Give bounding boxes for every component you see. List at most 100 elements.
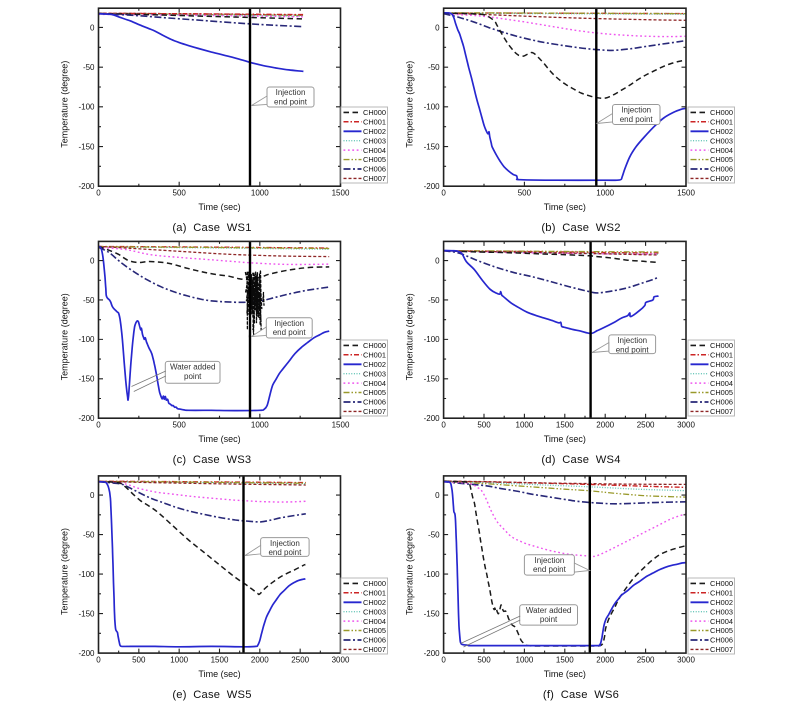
- svg-text:-150: -150: [78, 142, 95, 151]
- svg-text:CH002: CH002: [363, 360, 386, 369]
- svg-text:-50: -50: [83, 296, 95, 305]
- svg-text:0: 0: [441, 656, 446, 665]
- svg-text:-100: -100: [424, 103, 441, 112]
- svg-text:0: 0: [435, 256, 440, 265]
- svg-text:-100: -100: [424, 335, 441, 344]
- svg-text:CH005: CH005: [363, 155, 386, 164]
- svg-text:CH004: CH004: [710, 617, 733, 626]
- svg-text:(b) Case WS2: (b) Case WS2: [541, 222, 620, 234]
- svg-text:end point: end point: [274, 97, 308, 106]
- svg-text:CH001: CH001: [363, 351, 386, 360]
- svg-text:-50: -50: [428, 530, 440, 539]
- svg-text:2500: 2500: [637, 421, 655, 430]
- svg-text:1500: 1500: [677, 189, 695, 198]
- svg-text:-150: -150: [424, 375, 441, 384]
- svg-text:Injection: Injection: [274, 319, 304, 328]
- svg-text:-50: -50: [428, 63, 440, 72]
- svg-text:end point: end point: [620, 115, 654, 124]
- svg-text:CH003: CH003: [710, 607, 733, 616]
- svg-text:0: 0: [90, 256, 95, 265]
- svg-text:-100: -100: [78, 335, 95, 344]
- svg-text:500: 500: [173, 421, 187, 430]
- svg-text:Time (sec): Time (sec): [198, 669, 240, 679]
- svg-text:0: 0: [435, 23, 440, 32]
- svg-text:-200: -200: [424, 182, 441, 191]
- svg-text:CH002: CH002: [363, 598, 386, 607]
- svg-text:CH005: CH005: [710, 626, 733, 635]
- svg-text:CH002: CH002: [710, 127, 733, 136]
- svg-text:end point: end point: [533, 565, 567, 574]
- svg-text:(c) Case WS3: (c) Case WS3: [173, 454, 252, 466]
- svg-text:-200: -200: [424, 649, 441, 658]
- svg-text:500: 500: [518, 189, 532, 198]
- svg-text:CH006: CH006: [363, 636, 386, 645]
- svg-text:point: point: [540, 615, 558, 624]
- svg-text:-200: -200: [78, 649, 95, 658]
- svg-text:500: 500: [132, 656, 146, 665]
- svg-text:-50: -50: [83, 63, 95, 72]
- svg-text:CH005: CH005: [710, 388, 733, 397]
- svg-text:(f) Case WS6: (f) Case WS6: [543, 689, 619, 701]
- svg-text:CH006: CH006: [363, 165, 386, 174]
- svg-text:1500: 1500: [332, 421, 350, 430]
- svg-text:0: 0: [90, 23, 95, 32]
- svg-text:CH005: CH005: [363, 626, 386, 635]
- svg-text:CH000: CH000: [710, 341, 733, 350]
- svg-text:CH001: CH001: [710, 118, 733, 127]
- svg-text:-150: -150: [424, 142, 441, 151]
- svg-text:-100: -100: [78, 103, 95, 112]
- svg-text:CH004: CH004: [363, 617, 386, 626]
- svg-text:CH007: CH007: [710, 174, 733, 183]
- svg-text:0: 0: [441, 189, 446, 198]
- svg-text:CH001: CH001: [710, 589, 733, 598]
- svg-text:CH004: CH004: [710, 379, 733, 388]
- svg-text:0: 0: [96, 189, 101, 198]
- svg-text:-50: -50: [428, 296, 440, 305]
- svg-text:0: 0: [96, 656, 101, 665]
- svg-text:1500: 1500: [556, 421, 574, 430]
- svg-text:1500: 1500: [211, 656, 229, 665]
- svg-text:(a) Case WS1: (a) Case WS1: [172, 222, 251, 234]
- svg-text:CH000: CH000: [710, 108, 733, 117]
- svg-text:1500: 1500: [556, 656, 574, 665]
- svg-text:-100: -100: [78, 570, 95, 579]
- svg-text:CH003: CH003: [363, 136, 386, 145]
- svg-text:Temperature (degree): Temperature (degree): [60, 61, 70, 148]
- svg-text:2000: 2000: [596, 421, 614, 430]
- svg-text:CH001: CH001: [363, 589, 386, 598]
- svg-text:-100: -100: [424, 570, 441, 579]
- svg-text:point: point: [184, 372, 202, 381]
- svg-text:-200: -200: [78, 182, 95, 191]
- svg-text:Injection: Injection: [617, 336, 647, 345]
- svg-text:1000: 1000: [251, 189, 269, 198]
- svg-text:CH001: CH001: [710, 351, 733, 360]
- svg-text:0: 0: [90, 491, 95, 500]
- svg-text:3000: 3000: [677, 421, 695, 430]
- svg-text:-200: -200: [424, 414, 441, 423]
- svg-text:0: 0: [96, 421, 101, 430]
- svg-text:Temperature (degree): Temperature (degree): [405, 528, 415, 615]
- svg-text:CH001: CH001: [363, 118, 386, 127]
- svg-text:500: 500: [173, 189, 187, 198]
- svg-text:CH004: CH004: [710, 146, 733, 155]
- svg-text:end point: end point: [616, 345, 650, 354]
- svg-text:CH007: CH007: [710, 645, 733, 654]
- svg-text:CH006: CH006: [710, 398, 733, 407]
- svg-text:CH003: CH003: [710, 369, 733, 378]
- svg-text:CH003: CH003: [363, 607, 386, 616]
- svg-text:1000: 1000: [516, 656, 534, 665]
- svg-text:end point: end point: [273, 328, 307, 337]
- svg-text:Injection: Injection: [535, 556, 565, 565]
- svg-text:CH004: CH004: [363, 146, 386, 155]
- svg-text:Water added: Water added: [526, 606, 572, 615]
- svg-text:CH000: CH000: [363, 108, 386, 117]
- svg-text:1000: 1000: [170, 656, 188, 665]
- svg-text:CH000: CH000: [363, 579, 386, 588]
- svg-text:-200: -200: [78, 414, 95, 423]
- svg-text:Time (sec): Time (sec): [198, 202, 240, 212]
- svg-text:CH004: CH004: [363, 379, 386, 388]
- svg-text:Temperature (degree): Temperature (degree): [60, 293, 70, 380]
- svg-text:CH007: CH007: [363, 407, 386, 416]
- svg-text:Time (sec): Time (sec): [544, 202, 586, 212]
- svg-text:Water added: Water added: [170, 363, 216, 372]
